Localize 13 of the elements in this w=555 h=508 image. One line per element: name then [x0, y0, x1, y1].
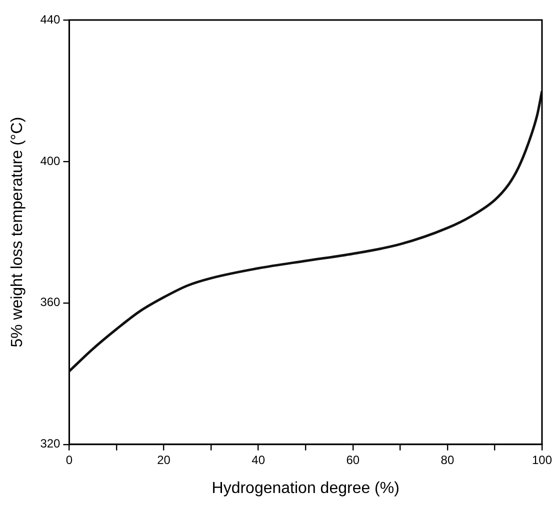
- y-tick-label: 440: [40, 12, 61, 26]
- x-tick-label: 80: [440, 452, 454, 467]
- x-tick-label: 0: [66, 452, 73, 467]
- y-axis-title: 5% weight loss temperature (°C): [9, 116, 26, 348]
- x-tick-label: 100: [532, 452, 552, 467]
- y-tick-label: 360: [40, 295, 61, 310]
- x-tick-label: 60: [346, 452, 360, 467]
- x-tick-label: 20: [157, 452, 171, 467]
- line-series: [69, 90, 542, 372]
- y-tick-label: 320: [40, 436, 61, 451]
- x-tick-label: 40: [252, 452, 266, 467]
- y-tick-label: 400: [40, 154, 61, 168]
- x-axis-title: Hydrogenation degree (%): [212, 480, 400, 497]
